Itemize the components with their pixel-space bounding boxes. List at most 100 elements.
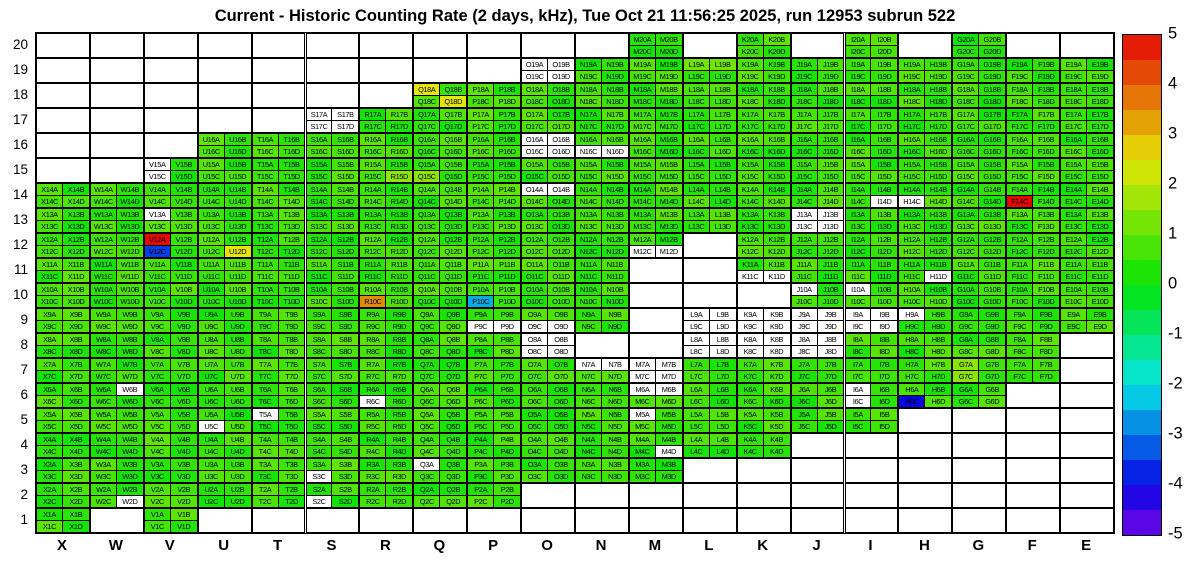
heatmap-subcell: M5C [629,420,656,432]
heatmap-cell: G9A G9B G9C G9D [952,308,1007,333]
heatmap-subcell: J8B [817,334,844,346]
heatmap-subcell: K4B [763,434,790,446]
heatmap-cell: X13A X13B X13C X13D [36,208,90,233]
heatmap-subcell: H11B [925,259,952,271]
heatmap-subcell: S10C [306,295,333,307]
heatmap-subcell: I20B [871,34,898,46]
heatmap-subcell: T5D [278,420,305,432]
heatmap-subcell: J18B [817,84,844,96]
heatmap-subcell: E14C [1061,195,1088,207]
heatmap-subcell: E10D [1087,295,1113,307]
heatmap-subcell: S8B [332,334,359,346]
heatmap-subcell: L19B [709,59,736,71]
heatmap-subcell: R5C [360,420,387,432]
heatmap-subcell: F19C [1007,70,1034,82]
heatmap-cell: W3A W3B W3C W3D [89,458,144,483]
heatmap-subcell: F8B [1033,334,1060,346]
heatmap-subcell: J19C [791,70,818,82]
heatmap-cell: M19A M19B M19C M19D [628,58,683,83]
heatmap-subcell: I6C [845,395,872,407]
heatmap-subcell: I13C [845,220,872,232]
heatmap-subcell: V1D [170,520,197,532]
heatmap-subcell: U3B [224,459,251,471]
heatmap-cell: L7A L7B L7C L7D [682,358,737,383]
heatmap-subcell: S9A [306,309,333,321]
heatmap-subcell: L4A [683,434,710,446]
heatmap-subcell: X7D [62,370,89,382]
heatmap-subcell: H19C [899,70,926,82]
heatmap-subcell: G9B [979,309,1006,321]
heatmap-cell: O12A O12B O12C O12D [521,233,575,258]
heatmap-subcell: U8C [198,345,225,357]
heatmap-subcell: M5D [655,420,682,432]
heatmap-subcell: N10B [601,284,628,296]
heatmap-subcell: M14B [655,184,682,196]
heatmap-cell: P9A P9B P9C P9D [467,308,522,333]
heatmap-subcell: S17A [306,109,333,121]
heatmap-subcell: U13B [224,209,251,221]
heatmap-subcell: U10B [224,284,251,296]
heatmap-subcell: R7B [386,359,413,371]
heatmap-subcell: J9A [791,309,818,321]
heatmap-subcell: L7B [709,359,736,371]
heatmap-subcell: U4B [224,434,251,446]
heatmap-subcell: R7A [360,359,387,371]
heatmap-cell: V6A V6B V6C V6D [143,383,198,408]
heatmap-subcell: F17C [1007,120,1034,132]
heatmap-subcell: M17A [629,109,656,121]
heatmap-subcell: M12B [655,234,682,246]
heatmap-cell: I11A I11B I11C I11D [844,258,899,283]
heatmap-subcell: K20C [737,45,764,57]
heatmap-cell: F16A F16B F16C F16D [1006,133,1061,158]
heatmap-subcell: O4C [522,445,549,457]
heatmap-cell [89,508,144,533]
heatmap-subcell: R15C [360,170,387,182]
heatmap-subcell: W5C [90,420,117,432]
heatmap-subcell: T3D [278,470,305,482]
heatmap-cell: Q12A Q12B Q12C Q12D [413,233,468,258]
heatmap-subcell: N15D [601,170,628,182]
heatmap-subcell: V6B [170,384,197,396]
heatmap-subcell: S4A [306,434,333,446]
heatmap-subcell: F10B [1033,284,1060,296]
heatmap-subcell: T4B [278,434,305,446]
heatmap-subcell: R6D [386,395,413,407]
heatmap-cell: S15A S15B S15C S15D [305,158,360,183]
heatmap-subcell: V11C [144,270,171,282]
heatmap-subcell: Q12A [414,234,441,246]
heatmap-subcell: N11D [601,270,628,282]
heatmap-subcell: F9D [1033,320,1060,332]
heatmap-subcell: W6D [116,395,143,407]
heatmap-cell: X7A X7B X7C X7D [36,358,90,383]
heatmap-cell: L8A L8B L8C L8D [682,333,737,358]
heatmap-cell [197,108,252,133]
heatmap-subcell: S15A [306,159,333,171]
heatmap-subcell: N11C [576,270,602,282]
heatmap-cell: U9A U9B U9C U9D [197,308,252,333]
heatmap-cell: E9A E9B E9C E9D [1060,308,1114,333]
heatmap-cell: S11A S11B S11C S11D [305,258,360,283]
heatmap-subcell: U9C [198,320,225,332]
heatmap-subcell: G8C [953,345,980,357]
heatmap-cell: K15A K15B K15C K15D [736,158,791,183]
heatmap-subcell: G8D [979,345,1006,357]
heatmap-cell: W6A W6B W6C W6D [89,383,144,408]
heatmap-cell: J7A J7B J7C J7D [790,358,845,383]
y-axis-label: 15 [12,162,28,177]
heatmap-cell: S17A S17B S17C S17D [305,108,360,133]
heatmap-subcell: S10B [332,284,359,296]
heatmap-subcell: U11D [224,270,251,282]
heatmap-cell [305,83,360,108]
heatmap-subcell: R8C [360,345,387,357]
heatmap-subcell: S6C [306,395,333,407]
heatmap-subcell: P4B [494,434,521,446]
heatmap-subcell: S7D [332,370,359,382]
heatmap-subcell: P2C [468,495,495,507]
heatmap-subcell: F18A [1007,84,1034,96]
heatmap-subcell: P2A [468,484,495,496]
heatmap-subcell: L16A [683,134,710,146]
heatmap-cell: I19A I19B I19C I19D [844,58,899,83]
heatmap-subcell: P5A [468,409,495,421]
heatmap-subcell: H8D [925,345,952,357]
heatmap-subcell: T2D [278,495,305,507]
